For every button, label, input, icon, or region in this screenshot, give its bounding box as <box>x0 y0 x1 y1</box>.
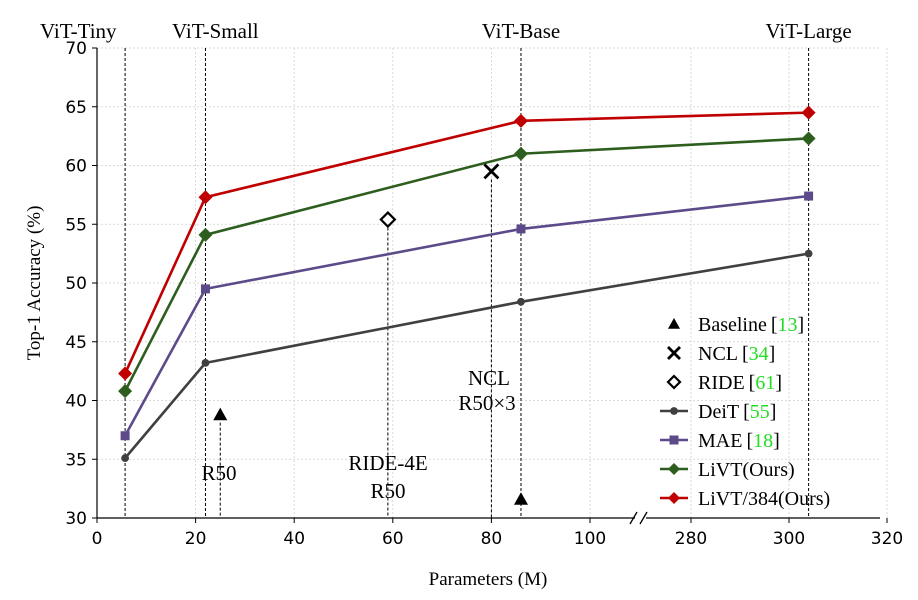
data-point <box>801 131 816 146</box>
data-point <box>804 249 813 258</box>
y-tick-label: 50 <box>65 274 87 294</box>
data-point <box>801 105 816 120</box>
model-size-label: ViT-Base <box>482 19 560 43</box>
series-line-mae <box>123 194 809 437</box>
legend-entry-ride: RIDE [61] <box>666 372 782 394</box>
data-point <box>517 297 525 306</box>
legend-marker <box>667 346 681 360</box>
legend-entry-mae: MAE [18] <box>660 430 780 452</box>
data-point <box>516 224 526 234</box>
series-line-deit <box>124 252 809 459</box>
y-tick-label: 40 <box>65 392 87 412</box>
point-baseline <box>213 407 228 421</box>
legend-label: LiVT/384(Ours) <box>698 488 830 510</box>
legend-entry-ncl: NCL [34] <box>667 343 775 365</box>
legend-label: DeiT [55] <box>698 401 776 423</box>
x-tick-label: 80 <box>481 529 503 549</box>
legend-marker <box>668 463 680 475</box>
legend-marker <box>670 407 678 415</box>
y-tick-label: 65 <box>65 98 87 118</box>
x-tick-label: 300 <box>773 529 805 549</box>
x-tick-labels: 0 20 40 60 80 100 280 300 320 <box>92 518 903 549</box>
legend-marker <box>666 374 682 390</box>
data-point <box>513 113 528 128</box>
data-point <box>118 384 133 399</box>
model-size-labels: ViT-Tiny ViT-Small ViT-Base ViT-Large <box>40 19 852 43</box>
y-tick-label: 60 <box>65 157 87 177</box>
legend-entry-livt-384-ours-: LiVT/384(Ours) <box>660 488 830 510</box>
y-tick-label: 45 <box>65 333 87 353</box>
annotation-ncl-line2: R50×3 <box>458 391 515 415</box>
legend-entry-baseline: Baseline [13] <box>668 314 804 336</box>
y-tick-label: 35 <box>65 450 87 470</box>
y-tick-label: 30 <box>65 509 87 529</box>
x-tick-label: 280 <box>675 529 707 549</box>
x-tick-label: 60 <box>382 529 404 549</box>
legend-entry-livt-ours-: LiVT(Ours) <box>660 459 795 481</box>
grid-layer <box>97 47 888 518</box>
data-point <box>198 190 213 205</box>
data-point <box>201 359 210 367</box>
data-point <box>198 227 213 242</box>
legend-label: RIDE [61] <box>698 372 782 394</box>
y-axis-label: Top-1 Accuracy (%) <box>24 206 45 361</box>
legend-marker <box>669 435 679 445</box>
model-size-label: ViT-Large <box>765 19 851 43</box>
series-layer <box>118 105 816 462</box>
data-point <box>118 366 133 381</box>
x-tick-label: 0 <box>92 529 103 549</box>
series-line-livt-ours- <box>123 137 809 392</box>
annotation-ride-line1: RIDE-4E <box>348 451 427 475</box>
legend-label: Baseline [13] <box>698 314 804 336</box>
annotation-ncl-line1: NCL <box>468 366 510 390</box>
y-tick-label: 70 <box>65 39 87 59</box>
point-ncl <box>483 163 500 180</box>
legend-label: LiVT(Ours) <box>698 459 795 481</box>
data-point <box>200 284 210 294</box>
x-tick-label: 20 <box>185 529 207 549</box>
y-tick-labels: 30 35 40 45 50 55 60 65 70 <box>65 39 97 529</box>
x-tick-label: 320 <box>871 529 903 549</box>
y-tick-label: 55 <box>65 215 87 235</box>
data-point <box>121 454 130 462</box>
axis-break-icon <box>629 511 648 525</box>
model-size-label: ViT-Small <box>172 19 259 43</box>
legend-entry-deit: DeiT [55] <box>660 401 776 423</box>
annotation-ride-line2: R50 <box>370 479 405 503</box>
data-point <box>120 431 130 441</box>
model-size-label: ViT-Tiny <box>40 19 117 43</box>
data-point <box>513 146 528 161</box>
legend-label: MAE [18] <box>698 430 780 452</box>
x-axis-label: Parameters (M) <box>429 569 548 590</box>
points-layer <box>213 163 528 505</box>
legend-label: NCL [34] <box>698 343 775 365</box>
x-tick-label: 40 <box>283 529 305 549</box>
legend: Baseline [13] NCL [34] RIDE [61] DeiT [55] MAE [1… <box>660 314 830 510</box>
legend-marker <box>668 492 680 504</box>
point-baseline <box>513 492 528 505</box>
legend-marker <box>668 318 680 329</box>
data-point <box>804 191 814 201</box>
point-ride <box>379 210 397 229</box>
annotation-r50: R50 <box>201 461 236 485</box>
x-tick-label: 100 <box>574 529 606 549</box>
series-line-livt-384-ours- <box>123 111 809 375</box>
